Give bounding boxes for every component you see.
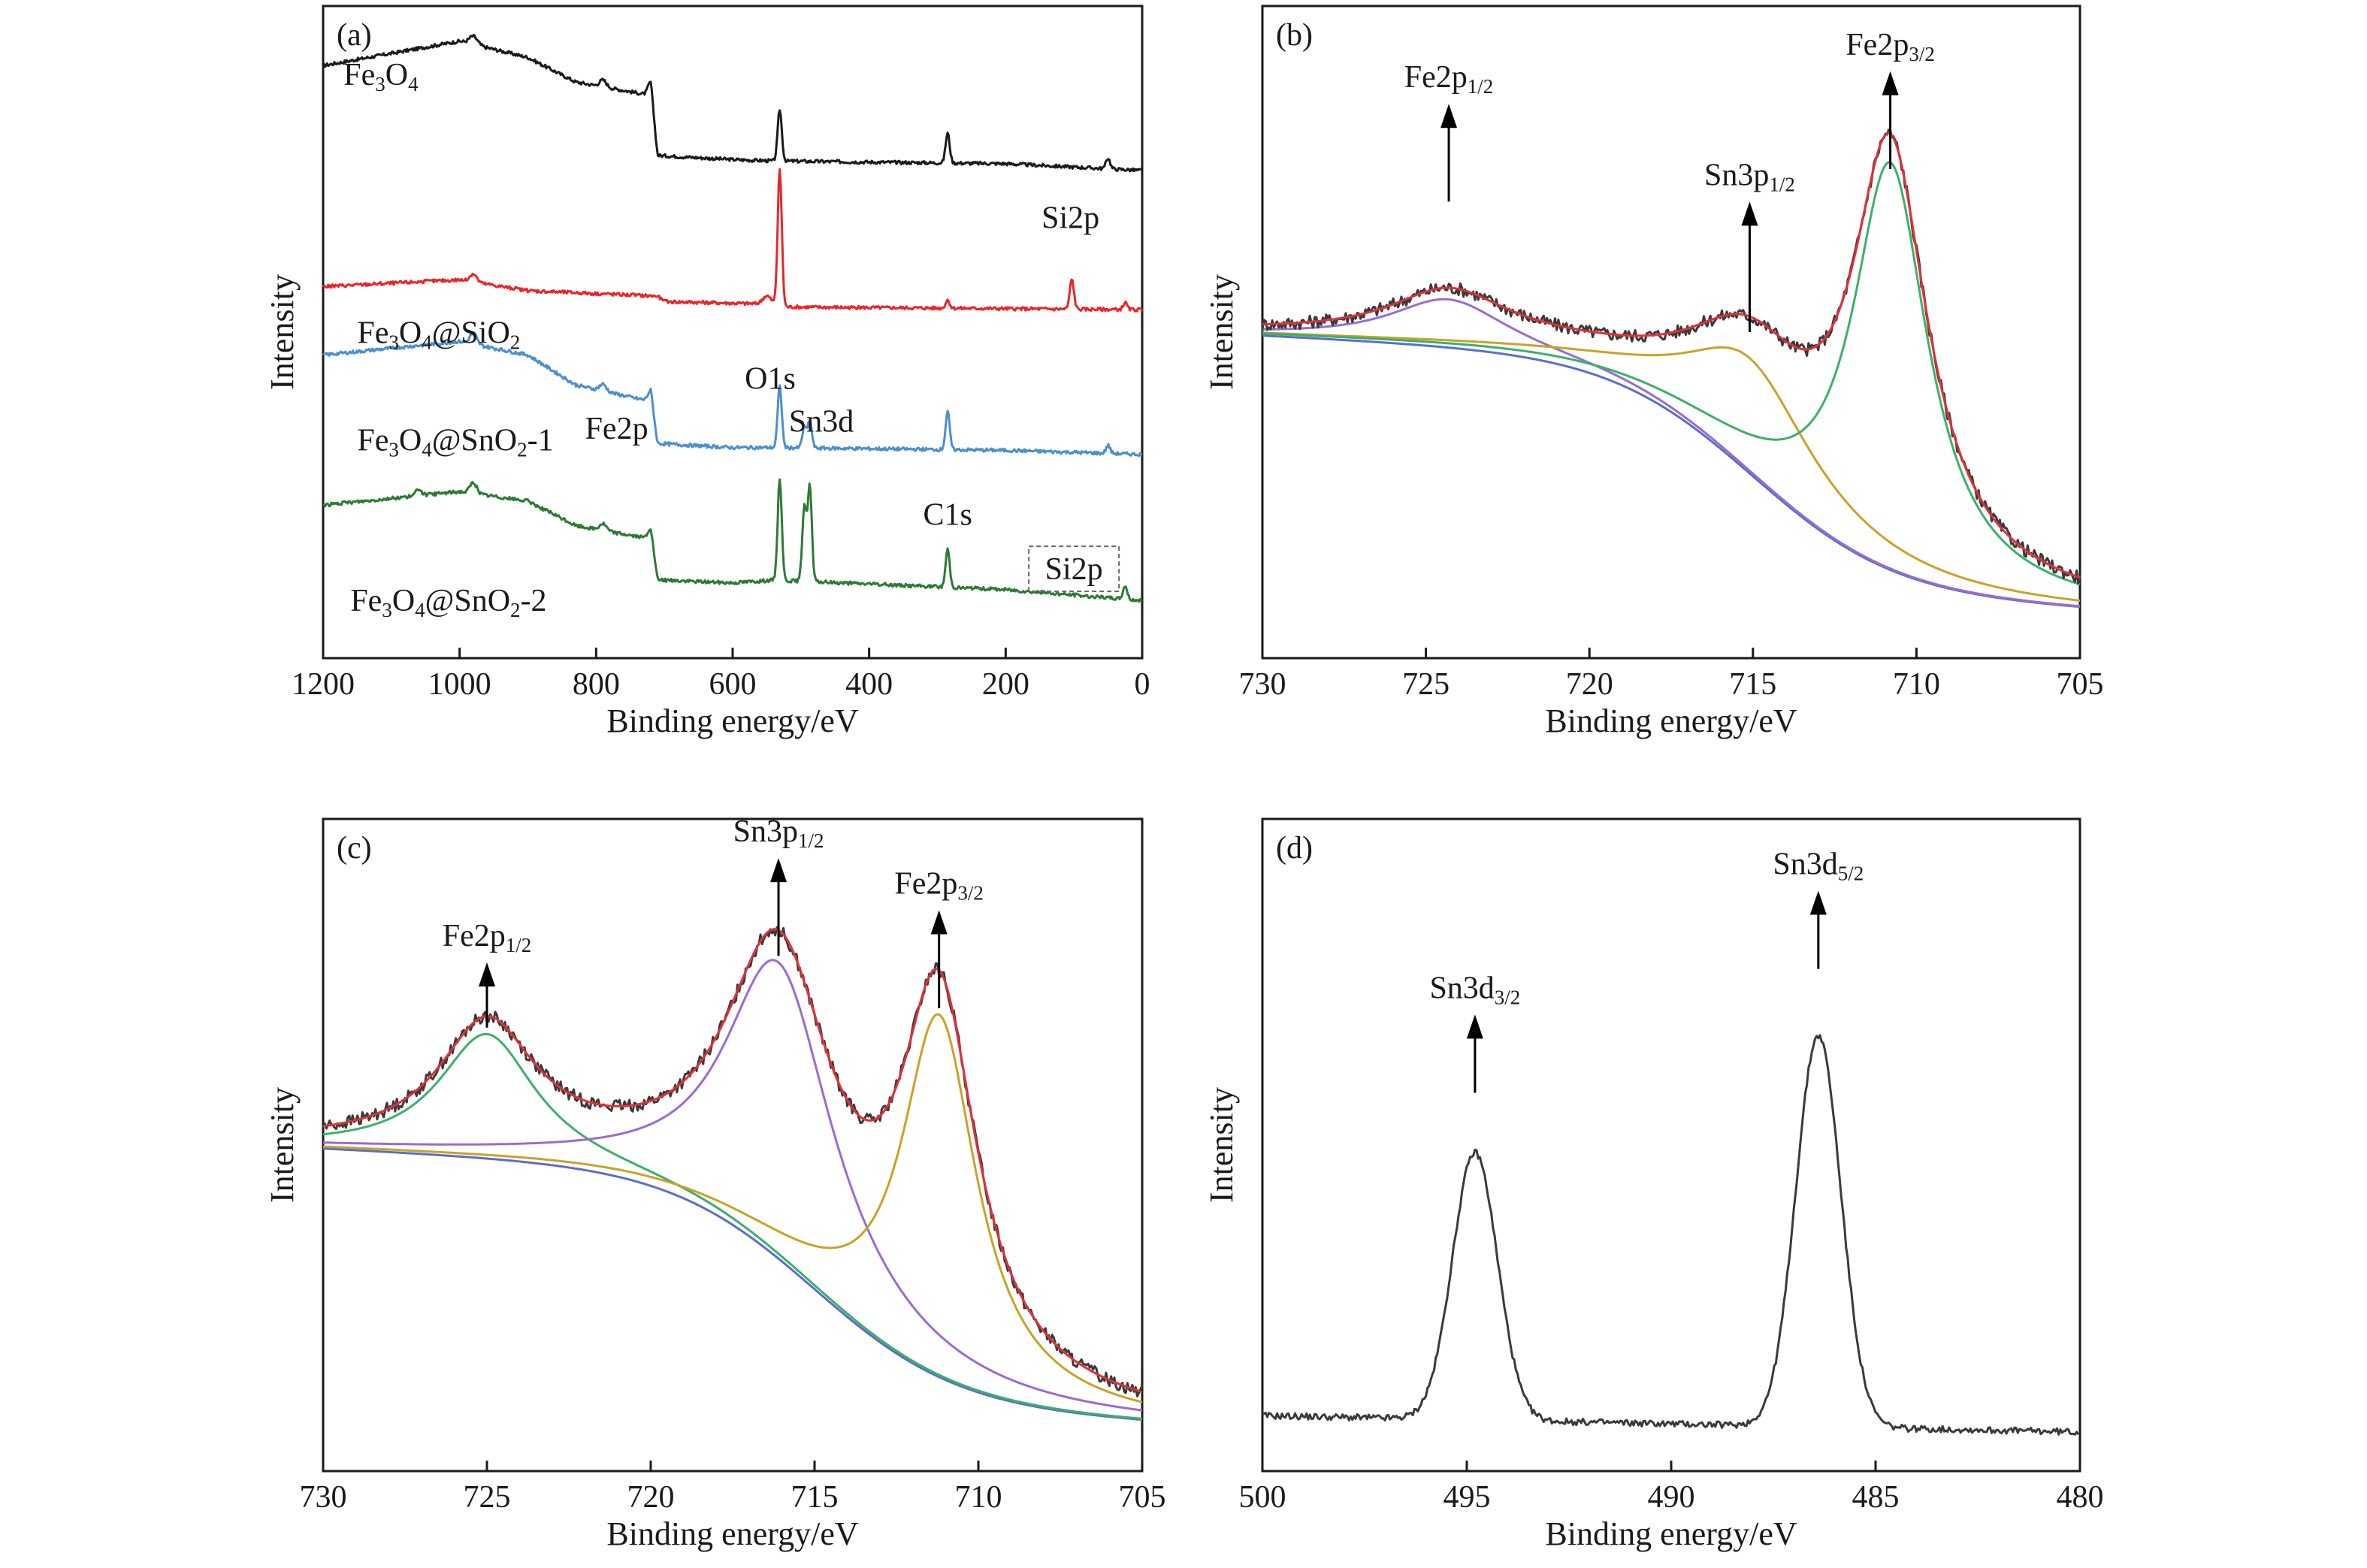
x-tick-label: 485 (1852, 1480, 1900, 1515)
x-tick-label: 710 (955, 1480, 1002, 1515)
fit-envelope-line (322, 928, 1143, 1393)
peak-annotation: Si2p (1045, 552, 1103, 587)
fit-component-1 (322, 1032, 1143, 1420)
x-tick-label: 480 (2057, 1480, 2104, 1515)
panel-a: 1200 1000 800 600 400 200 0 Binding energy/eV In… (264, 5, 1150, 739)
x-tick-label: 600 (709, 667, 757, 702)
peak-label: Sn3p1/2 (1704, 158, 1795, 195)
panel-label: (b) (1276, 18, 1313, 53)
panel-c: 730 725 720 715 710 705 Binding energy/eV Inten… (264, 814, 1166, 1552)
annotation-box (1028, 545, 1120, 593)
x-axis-label: Binding energy/eV (606, 1515, 858, 1552)
x-tick-label: 715 (1729, 667, 1776, 702)
peak-label: Fe2p3/2 (1846, 28, 1935, 65)
plot-frame (1261, 5, 2081, 660)
peak-annotation: Fe2p (585, 412, 648, 446)
x-tick-label: 725 (464, 1480, 511, 1515)
fit-component-1 (1262, 298, 2081, 608)
panel-d: 500 495 490 485 480 Binding energy/eV Intensit… (1203, 817, 2104, 1552)
plot-frame (1261, 817, 2081, 1473)
fit-component-3 (1262, 161, 2081, 586)
y-axis-label: Intensity (264, 274, 301, 390)
fit-component-2 (1262, 331, 2081, 602)
peak-annotation: Si2p (1041, 201, 1099, 236)
x-tick-label: 500 (1239, 1480, 1286, 1515)
panel-label: (a) (337, 18, 372, 53)
arrow-head (1809, 890, 1827, 915)
peak-label: Sn3p1/2 (733, 814, 824, 852)
panel-b: 730 725 720 715 710 705 Binding energy/eV Inten… (1203, 5, 2104, 739)
arrow-head (1741, 201, 1758, 226)
arrow-head (770, 858, 787, 883)
y-axis-label: Intensity (264, 1087, 301, 1203)
peak-label: Sn3d3/2 (1429, 971, 1520, 1008)
x-tick-label: 0 (1135, 667, 1150, 702)
series-line-4 (322, 478, 1143, 603)
peak-label: Sn3d5/2 (1773, 847, 1864, 884)
x-tick-label: 705 (1119, 1480, 1166, 1515)
x-tick-label: 705 (2057, 667, 2104, 702)
x-tick-label: 1200 (292, 667, 355, 702)
peak-label: Fe2p1/2 (443, 919, 532, 956)
x-axis-label: Binding energy/eV (606, 702, 858, 739)
x-tick-label: 490 (1648, 1480, 1695, 1515)
arrow-head (1882, 71, 1899, 95)
fit-envelope-line (1262, 131, 2081, 579)
x-axis-label: Binding energy/eV (1545, 1515, 1797, 1552)
x-tick-label: 715 (791, 1480, 839, 1515)
series-line-2 (322, 168, 1144, 313)
arrow-head (479, 962, 495, 986)
x-tick-label: 720 (627, 1480, 675, 1515)
series-label: Fe3O4@SiO2 (357, 316, 520, 353)
series-label: Fe3O4@SnO2-2 (350, 584, 546, 621)
series-label: Fe3O4 (343, 58, 419, 95)
peak-annotation: O1s (745, 361, 796, 396)
x-tick-label: 710 (1893, 667, 1940, 702)
raw-spectrum-line (322, 926, 1144, 1397)
x-tick-label: 495 (1443, 1480, 1491, 1515)
fit-component-3 (322, 1013, 1143, 1403)
x-tick-label: 200 (982, 667, 1029, 702)
arrow-head (930, 910, 948, 935)
raw-spectrum-line (1261, 128, 2081, 585)
plot-frame (322, 817, 1144, 1473)
peak-annotation: C1s (923, 498, 972, 533)
peak-label: Fe2p3/2 (894, 867, 984, 905)
x-tick-label: 725 (1402, 667, 1450, 702)
arrow-head (1466, 1014, 1483, 1039)
y-axis-label: Intensity (1203, 274, 1240, 390)
peak-label: Fe2p1/2 (1404, 60, 1494, 98)
series-label: Fe3O4@SnO2-1 (357, 423, 553, 461)
panel-label: (d) (1276, 831, 1313, 866)
background-line (322, 1147, 1143, 1421)
arrow-head (1440, 104, 1458, 128)
peak-annotation: Sn3d (789, 405, 854, 440)
background-line (1262, 334, 2081, 609)
fit-component-2 (323, 959, 1143, 1412)
x-axis-label: Binding energy/eV (1545, 702, 1797, 739)
x-tick-label: 400 (845, 667, 893, 702)
x-tick-label: 730 (1239, 667, 1286, 702)
series-line-3 (322, 331, 1143, 458)
x-tick-label: 1000 (428, 667, 491, 702)
y-axis-label: Intensity (1203, 1087, 1240, 1203)
panel-label: (c) (337, 831, 372, 866)
series-line-1 (322, 34, 1143, 173)
x-tick-label: 800 (573, 667, 620, 702)
x-tick-label: 720 (1566, 667, 1613, 702)
x-tick-label: 730 (300, 1480, 347, 1515)
raw-spectrum-line (1262, 1034, 2080, 1436)
